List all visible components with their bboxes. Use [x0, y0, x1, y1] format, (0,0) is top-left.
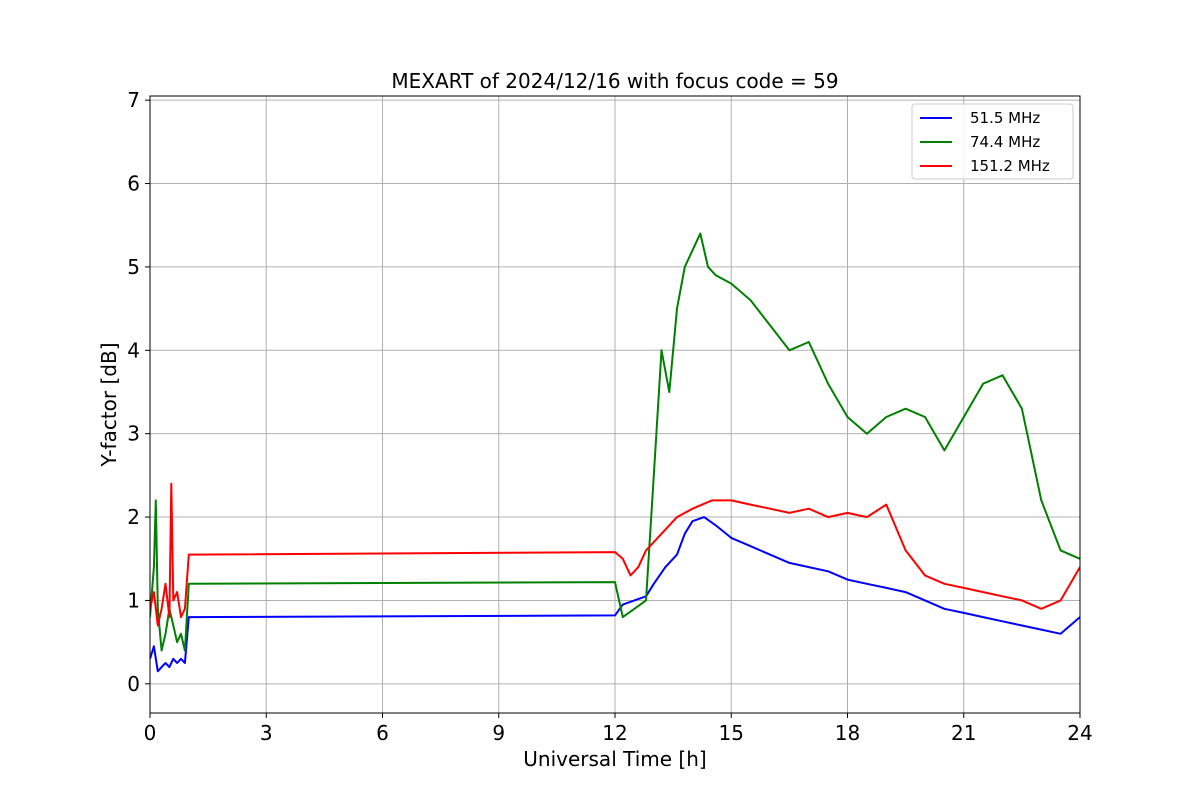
series-line-1 [150, 232, 1080, 652]
y-tick-label: 0 [127, 672, 140, 696]
x-tick-label: 15 [719, 721, 744, 745]
y-tick-label: 1 [127, 588, 140, 612]
legend-label-2: 151.2 MHz [970, 157, 1050, 175]
x-tick-label: 18 [835, 721, 860, 745]
x-axis-label: Universal Time [h] [523, 747, 706, 771]
series-line-0 [150, 516, 1080, 673]
x-tick-label: 0 [144, 721, 157, 745]
y-tick-label: 2 [127, 505, 140, 529]
series-layer [150, 232, 1080, 673]
y-axis-label: Y-factor [dB] [97, 342, 121, 467]
y-tick-label: 5 [127, 255, 140, 279]
series-line-2 [150, 482, 1080, 627]
y-tick-label: 3 [127, 422, 140, 446]
y-tick-label: 6 [127, 172, 140, 196]
legend: 51.5 MHz 74.4 MHz 151.2 MHz [911, 103, 1074, 180]
x-tick-label: 21 [951, 721, 976, 745]
x-tick-label: 9 [492, 721, 505, 745]
x-tick-label: 6 [376, 721, 389, 745]
legend-label-0: 51.5 MHz [970, 109, 1040, 127]
y-tick-label: 7 [127, 88, 140, 112]
chart-title: MEXART of 2024/12/16 with focus code = 5… [391, 69, 838, 93]
legend-box [911, 103, 1074, 180]
x-tick-label: 12 [602, 721, 627, 745]
x-tick-label: 24 [1067, 721, 1092, 745]
legend-label-1: 74.4 MHz [970, 133, 1040, 151]
x-tick-label: 3 [260, 721, 273, 745]
y-tick-label: 4 [127, 338, 140, 362]
